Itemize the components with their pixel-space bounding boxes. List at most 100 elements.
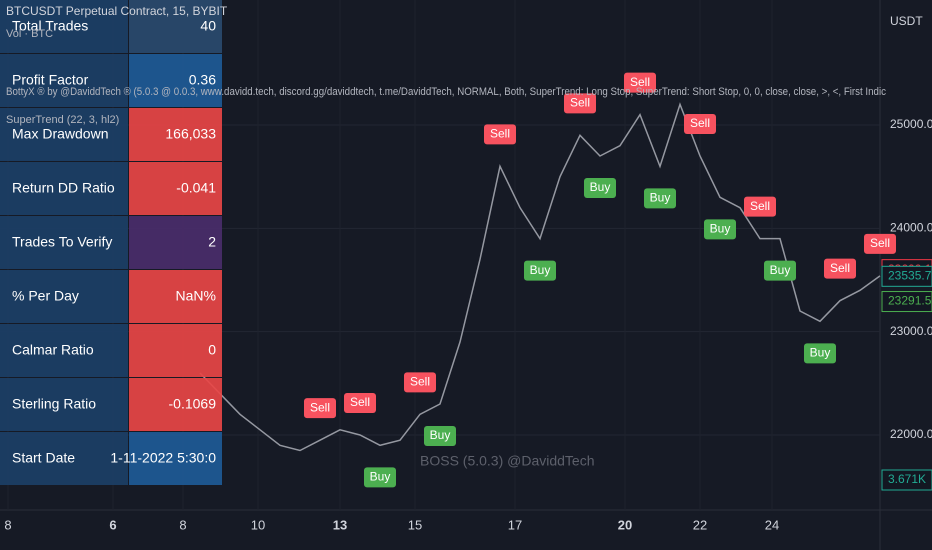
signal-box — [624, 72, 656, 93]
signal-box — [824, 258, 856, 279]
table-label: Sterling Ratio — [12, 396, 96, 412]
table-value-cell — [129, 0, 222, 53]
table-value-cell — [129, 162, 222, 215]
signal-box — [424, 426, 456, 446]
table-label-cell — [0, 432, 128, 485]
symbol: BTCUSDT Perpetual Contract, 15, BYBIT — [6, 4, 228, 18]
signal-box — [764, 260, 796, 281]
signal-box — [344, 393, 376, 413]
volume-label: 3.671K — [888, 472, 926, 486]
table-value-cell — [129, 378, 222, 431]
time-tick-label: 17 — [508, 517, 522, 532]
signal-label: Buy — [590, 180, 611, 194]
signal-box — [864, 233, 896, 254]
signal-box — [484, 124, 516, 145]
signal-label: Sell — [630, 75, 650, 89]
last-price-box — [881, 291, 932, 313]
signal-label: Buy — [650, 191, 671, 205]
currency: USDT — [890, 14, 923, 28]
signal-box — [404, 372, 436, 393]
signal-box — [364, 467, 396, 488]
table-value: -0.1069 — [169, 396, 217, 412]
time-tick-label: 24 — [765, 517, 779, 532]
table-value-cell — [129, 54, 222, 107]
table-label-cell — [0, 378, 128, 431]
price-tick-label: 24000.0 — [890, 221, 932, 235]
signal-box — [524, 260, 556, 281]
signal-box — [704, 219, 736, 240]
last-price-box — [881, 265, 932, 287]
price-tick-label: 25000.0 — [890, 117, 932, 131]
stats-table: Total Trades 40 Profit Factor 0.36 Max Drawd… — [0, 0, 222, 485]
table-value: 40 — [200, 18, 216, 34]
signal-box — [304, 398, 336, 419]
signal-label: Sell — [490, 127, 510, 141]
table-label-cell — [0, 270, 128, 323]
table-value-cell — [129, 216, 222, 269]
table-value: 0 — [208, 342, 216, 358]
table-label-cell — [0, 54, 128, 107]
indicator-legend: SuperTrend (22, 3, hl2) — [6, 114, 119, 126]
time-tick-label: 8 — [179, 517, 186, 532]
price-tick-label: 23000.0 — [890, 324, 932, 338]
table-value-cell — [129, 270, 222, 323]
price-tick-label: 22000.0 — [890, 427, 932, 441]
table-value: NaN% — [176, 288, 216, 304]
table-label: Return DD Ratio — [12, 180, 115, 196]
table-label-cell — [0, 108, 128, 161]
time-tick-label: 15 — [408, 517, 422, 532]
last-price-label: 23535.7 — [888, 268, 932, 282]
signal-label: Sell — [410, 375, 430, 389]
signal-label: Sell — [830, 261, 850, 275]
signal-label: Sell — [870, 236, 890, 250]
signal-box — [684, 114, 716, 134]
signal-box — [584, 178, 616, 198]
price-line — [199, 102, 881, 452]
table-label: Max Drawdown — [12, 126, 108, 142]
signal-label: Sell — [310, 400, 330, 414]
signal-label: Buy — [710, 222, 731, 236]
table-label-cell — [0, 162, 128, 215]
signal-label: Buy — [810, 346, 831, 360]
table-label-cell — [0, 216, 128, 269]
table-value: -0.041 — [176, 180, 216, 196]
signal-label: Buy — [370, 470, 391, 484]
table-label: Profit Factor — [12, 72, 89, 88]
signal-label: Sell — [570, 96, 590, 110]
signal-label: Sell — [750, 199, 770, 213]
table-label-cell — [0, 0, 128, 53]
volume-legend: Vol · BTC — [6, 28, 53, 40]
last-price-label: 23291.5 — [888, 294, 932, 308]
table-value-cell — [129, 432, 222, 485]
table-value: 1-11-2022 5:30:0 — [110, 450, 216, 466]
signal-box — [564, 93, 596, 114]
time-tick-label: 20 — [618, 517, 632, 532]
table-value: 2 — [208, 234, 216, 250]
time-tick-label: 13 — [333, 517, 347, 532]
volume-box — [881, 469, 932, 491]
signal-label: Sell — [350, 395, 370, 409]
table-value-cell — [129, 324, 222, 377]
signal-label: Buy — [770, 263, 791, 277]
signal-label: Buy — [530, 263, 551, 277]
table-value: 166,033 — [165, 126, 216, 142]
time-tick-label: 22 — [693, 517, 707, 532]
table-label: Trades To Verify — [12, 234, 112, 250]
table-label-cell — [0, 324, 128, 377]
watermark: BOSS (5.0.3) @DaviddTech — [420, 453, 595, 469]
strategy-legend: BottyX ® by @DaviddTech ® (5.0.3 @ 0.0.3… — [6, 86, 886, 98]
table-label: Start Date — [12, 450, 75, 466]
time-tick-label: 10 — [251, 517, 265, 532]
signal-box — [804, 343, 836, 364]
table-label: % Per Day — [12, 288, 79, 304]
table-label: Total Trades — [12, 18, 88, 34]
signal-box — [744, 196, 776, 217]
signal-label: Sell — [690, 116, 710, 130]
time-tick-label: 8 — [4, 517, 11, 532]
signal-box — [644, 188, 676, 209]
table-label: Calmar Ratio — [12, 342, 94, 358]
time-tick-label: 6 — [109, 517, 116, 532]
table-value-cell — [129, 108, 222, 161]
signal-label: Buy — [430, 428, 451, 442]
